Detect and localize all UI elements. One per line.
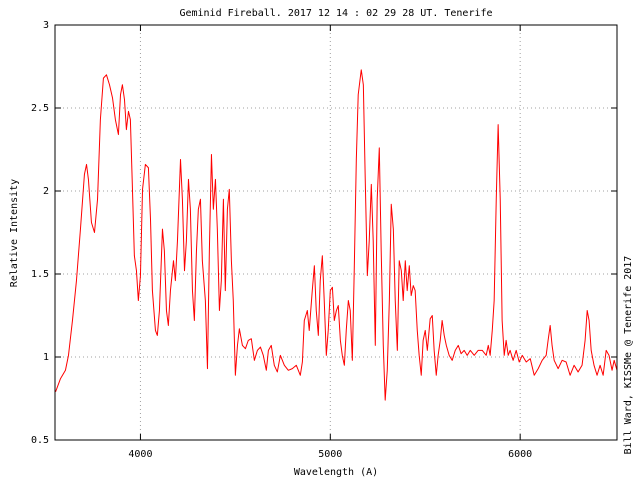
chart-title: Geminid Fireball. 2017 12 14 : 02 29 28 … [179, 8, 492, 19]
y-tick-label: 0.5 [31, 435, 49, 446]
y-axis-label: Relative Intensity [9, 179, 20, 287]
plot-border [54, 24, 618, 441]
spectrum-line [55, 69, 618, 401]
y-tick-label: 2 [43, 186, 49, 197]
y-tick-label: 1 [43, 352, 49, 363]
credit: Bill Ward, KISSMe @ Tenerife 2017 [623, 256, 634, 455]
y-tick-label: 3 [43, 20, 49, 31]
y-tick-label: 2.5 [31, 103, 49, 114]
y-tick-label: 1.5 [31, 269, 49, 280]
x-tick-label: 5000 [318, 449, 342, 460]
x-tick-label: 4000 [128, 449, 152, 460]
x-tick-label: 6000 [508, 449, 532, 460]
x-axis-label: Wavelength (A) [294, 467, 378, 478]
